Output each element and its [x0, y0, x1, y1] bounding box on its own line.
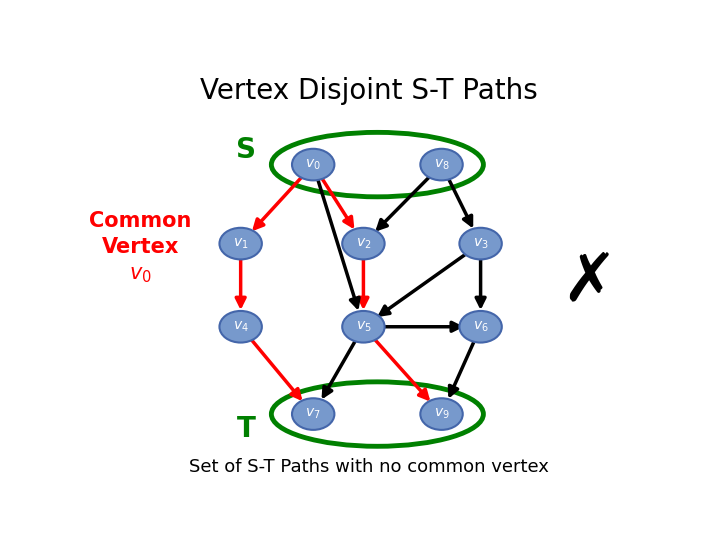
Ellipse shape	[292, 149, 334, 180]
Text: $v_{0}$: $v_{0}$	[305, 157, 321, 172]
Text: S: S	[236, 136, 256, 164]
Ellipse shape	[459, 228, 502, 259]
Ellipse shape	[459, 311, 502, 342]
Text: Vertex Disjoint S-T Paths: Vertex Disjoint S-T Paths	[200, 77, 538, 105]
Text: T: T	[237, 415, 256, 443]
Text: $v_{9}$: $v_{9}$	[433, 407, 449, 421]
Text: $v_{2}$: $v_{2}$	[356, 237, 371, 251]
Text: $v_{8}$: $v_{8}$	[433, 157, 449, 172]
Ellipse shape	[220, 311, 262, 342]
Ellipse shape	[420, 149, 463, 180]
Ellipse shape	[342, 311, 384, 342]
Text: $v_{3}$: $v_{3}$	[473, 237, 488, 251]
Text: ✗: ✗	[562, 248, 617, 314]
Ellipse shape	[220, 228, 262, 259]
Text: Common
Vertex
$v_0$: Common Vertex $v_0$	[89, 211, 192, 285]
Text: $v_{7}$: $v_{7}$	[305, 407, 321, 421]
Ellipse shape	[292, 399, 334, 430]
Ellipse shape	[420, 399, 463, 430]
Text: $v_{4}$: $v_{4}$	[233, 320, 248, 334]
Text: $v_{6}$: $v_{6}$	[473, 320, 488, 334]
Text: $v_{5}$: $v_{5}$	[356, 320, 372, 334]
Ellipse shape	[342, 228, 384, 259]
Text: Set of S-T Paths with no common vertex: Set of S-T Paths with no common vertex	[189, 458, 549, 476]
Text: $v_{1}$: $v_{1}$	[233, 237, 248, 251]
